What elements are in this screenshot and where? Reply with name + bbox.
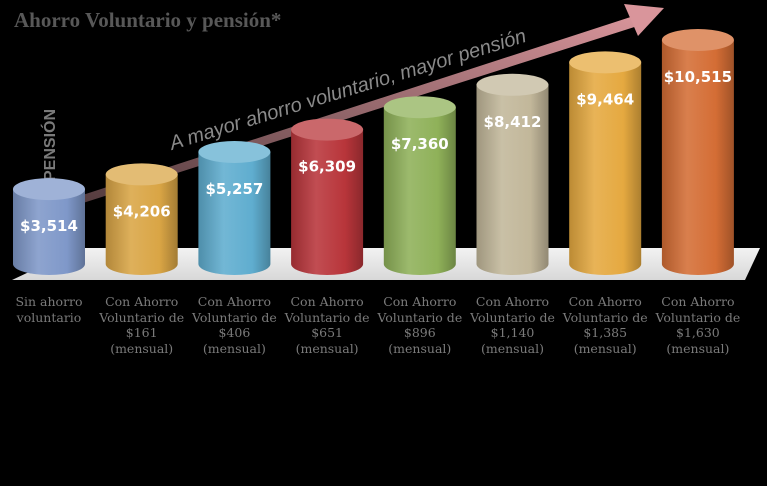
bar-value-label: $10,515 — [664, 68, 732, 86]
bar-value-label: $4,206 — [113, 202, 171, 220]
y-axis-label: PENSIÓN — [40, 109, 59, 181]
category-label: Sin ahorro voluntario — [15, 294, 83, 325]
bar-body — [383, 107, 456, 275]
chart-title: Ahorro Voluntario y pensión* — [14, 8, 281, 32]
bar: $6,309 — [291, 118, 364, 275]
bar-body — [661, 40, 734, 275]
bar-top — [661, 29, 734, 51]
bar-top — [105, 163, 178, 186]
bar-value-label: $5,257 — [205, 180, 263, 198]
bar: $7,360 — [383, 96, 456, 275]
bar-body — [105, 174, 178, 275]
category-label: Con Ahorro Voluntario de $651 (mensual) — [284, 294, 370, 356]
category-label: Con Ahorro Voluntario de $161 (mensual) — [99, 294, 185, 356]
bar-body — [198, 152, 271, 275]
bar-top — [569, 51, 642, 74]
category-label: Con Ahorro Voluntario de $896 (mensual) — [377, 294, 463, 356]
bar: $5,257 — [198, 141, 271, 275]
bar: $4,206 — [105, 163, 178, 275]
bar-value-label: $9,464 — [576, 90, 634, 108]
bar-top — [383, 96, 456, 119]
bar: $9,464 — [569, 51, 642, 276]
bar: $8,412 — [476, 73, 549, 275]
bar-body — [291, 129, 364, 275]
category-label: Con Ahorro Voluntario de $406 (mensual) — [191, 294, 277, 356]
bar-value-label: $7,360 — [391, 135, 449, 153]
category-label: Con Ahorro Voluntario de $1,140 (mensual… — [470, 294, 555, 356]
category-label: Con Ahorro Voluntario de $1,630 (mensual… — [655, 294, 741, 356]
bar-top — [13, 178, 85, 201]
bar-top — [198, 141, 271, 164]
bar: $3,514 — [13, 178, 85, 275]
bar-value-label: $6,309 — [298, 158, 356, 176]
bar-body — [569, 62, 642, 276]
bar-value-label: $8,412 — [484, 113, 542, 131]
bars: $3,514 $4,206 $5,257 $6,309 $7,360 $8,412 $9,4… — [13, 29, 734, 276]
category-label: Con Ahorro Voluntario de $1,385 (mensual… — [562, 294, 648, 356]
bar: $10,515 — [661, 29, 734, 275]
bar-value-label: $3,514 — [20, 217, 78, 235]
bar-body — [476, 84, 549, 275]
bar-body — [13, 189, 85, 275]
bar-top — [291, 118, 364, 141]
bar-top — [476, 73, 549, 96]
